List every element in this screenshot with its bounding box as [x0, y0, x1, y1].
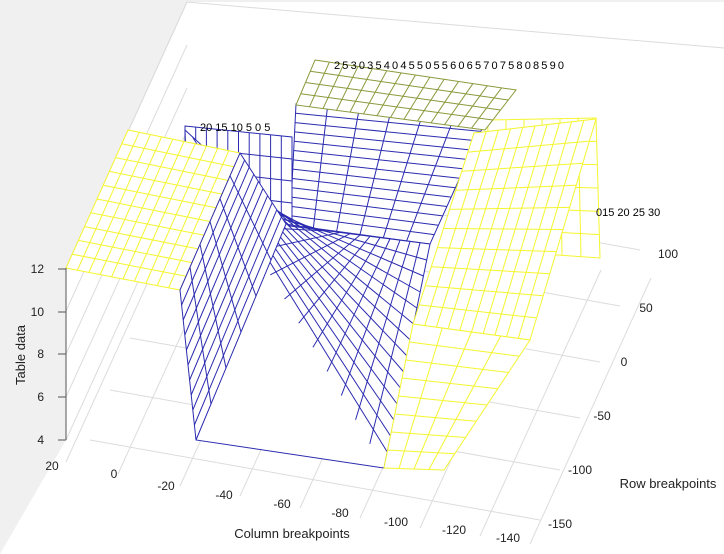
left-plateau-v-line — [111, 138, 174, 278]
right-plateau-v-line — [435, 130, 499, 328]
surface-mesh — [65, 59, 601, 471]
right-plateau-v-line — [459, 127, 524, 331]
x-axis-label: Column breakpoints — [234, 526, 350, 541]
left-drop-wall-v-line — [184, 174, 255, 336]
left-drop-wall-v-line — [189, 195, 269, 381]
right-drop-wall-v-line — [398, 327, 443, 469]
right-plateau-v-line — [471, 125, 536, 333]
right-plateau-v-line — [447, 128, 512, 329]
left-plateau — [65, 129, 241, 291]
left-plateau-v-line — [99, 136, 163, 275]
back-left-wall-v-line — [359, 112, 391, 235]
y-tick-label: -50 — [593, 409, 611, 423]
floor-v-line — [270, 233, 351, 276]
left-drop-wall-v-line — [185, 181, 259, 351]
right-drop-wall-v-line — [428, 335, 502, 470]
x-grid-line — [529, 277, 652, 545]
left-plateau-v-line — [145, 145, 207, 284]
y-tick-label: 100 — [658, 247, 678, 261]
left-plateau-v-line — [88, 134, 151, 273]
right-plateau — [412, 118, 597, 341]
back-plateau-v-line — [310, 70, 509, 101]
left-plateau-v-line — [122, 141, 185, 280]
back-left-wall-v-line — [336, 109, 360, 232]
left-drop-wall — [179, 151, 287, 441]
floor-v-line — [369, 242, 421, 444]
left-drop-wall-v-line — [193, 216, 282, 426]
z-tick-label: 10 — [31, 305, 45, 319]
y-tick-label: 0 — [621, 355, 628, 369]
y-tick-label: -150 — [548, 517, 572, 531]
x-tick-label: -60 — [273, 497, 291, 511]
right-drop-wall-v-line — [413, 331, 472, 470]
z-axis-label: Table data — [13, 324, 28, 385]
row-labels-left: 20 15 10 5 0 5 — [200, 122, 270, 134]
floor-v-line — [312, 237, 381, 348]
x-tick-label: 0 — [111, 467, 118, 481]
row-labels-right: 015 20 25 30 — [596, 207, 660, 219]
floor-v-line — [326, 238, 391, 372]
back-plateau-v-line — [300, 93, 493, 121]
left-plateau-v-line — [133, 143, 196, 282]
y-axis-label: Row breakpoints — [620, 476, 717, 491]
z-tick-label: 6 — [37, 390, 44, 404]
left-plateau-v-line — [76, 132, 140, 271]
back-plateau-v-line — [305, 82, 501, 111]
left-drop-wall-v-line — [190, 202, 273, 396]
left-drop-wall-v-line — [182, 167, 250, 321]
left-drop-wall-v-line — [187, 188, 264, 366]
right-drop-wall — [383, 323, 531, 471]
floor-v-line — [298, 235, 371, 324]
right-plateau-v-line — [506, 121, 573, 337]
x-tick-label: -20 — [157, 479, 175, 493]
z-tick-label: 12 — [31, 262, 45, 276]
floor-v-line — [355, 241, 411, 420]
x-tick-label: -80 — [331, 506, 349, 520]
z-tick-label: 4 — [37, 433, 44, 447]
back-plateau — [295, 59, 517, 131]
left-drop-wall-v-line — [192, 209, 278, 411]
back-left-wall-v-line — [382, 115, 423, 238]
y-grid-line — [89, 439, 541, 521]
floor-v-line — [284, 234, 361, 300]
y-tick-label: -100 — [568, 463, 592, 477]
x-tick-label: -120 — [442, 523, 466, 537]
right-plateau-v-line — [494, 123, 560, 336]
left-plateau-v-line — [168, 150, 230, 289]
floor-v-line — [340, 239, 401, 396]
right-plateau-v-line — [424, 131, 487, 326]
x-tick-label: -40 — [215, 488, 233, 502]
x-tick-label: 20 — [45, 459, 59, 473]
left-drop-wall-v-line — [181, 159, 246, 306]
back-left-wall-v-line — [406, 118, 454, 242]
y-tick-label: 50 — [639, 301, 653, 315]
axis-ticks: 4 6 8 10 12 20 0 -20 -40 -60 -80 -100 -120 -140 -150 -1… — [31, 247, 679, 545]
left-plateau-v-line — [156, 148, 219, 286]
back-left-wall-v-line — [312, 106, 328, 229]
right-plateau-v-line — [517, 120, 585, 339]
right-plateau-v-line — [482, 124, 548, 334]
right-drop-wall-face — [383, 323, 531, 471]
x-tick-label: -140 — [496, 531, 520, 545]
x-tick-label: -100 — [384, 515, 408, 529]
x-grid-line — [479, 269, 602, 537]
z-tick-label: 8 — [37, 347, 44, 361]
